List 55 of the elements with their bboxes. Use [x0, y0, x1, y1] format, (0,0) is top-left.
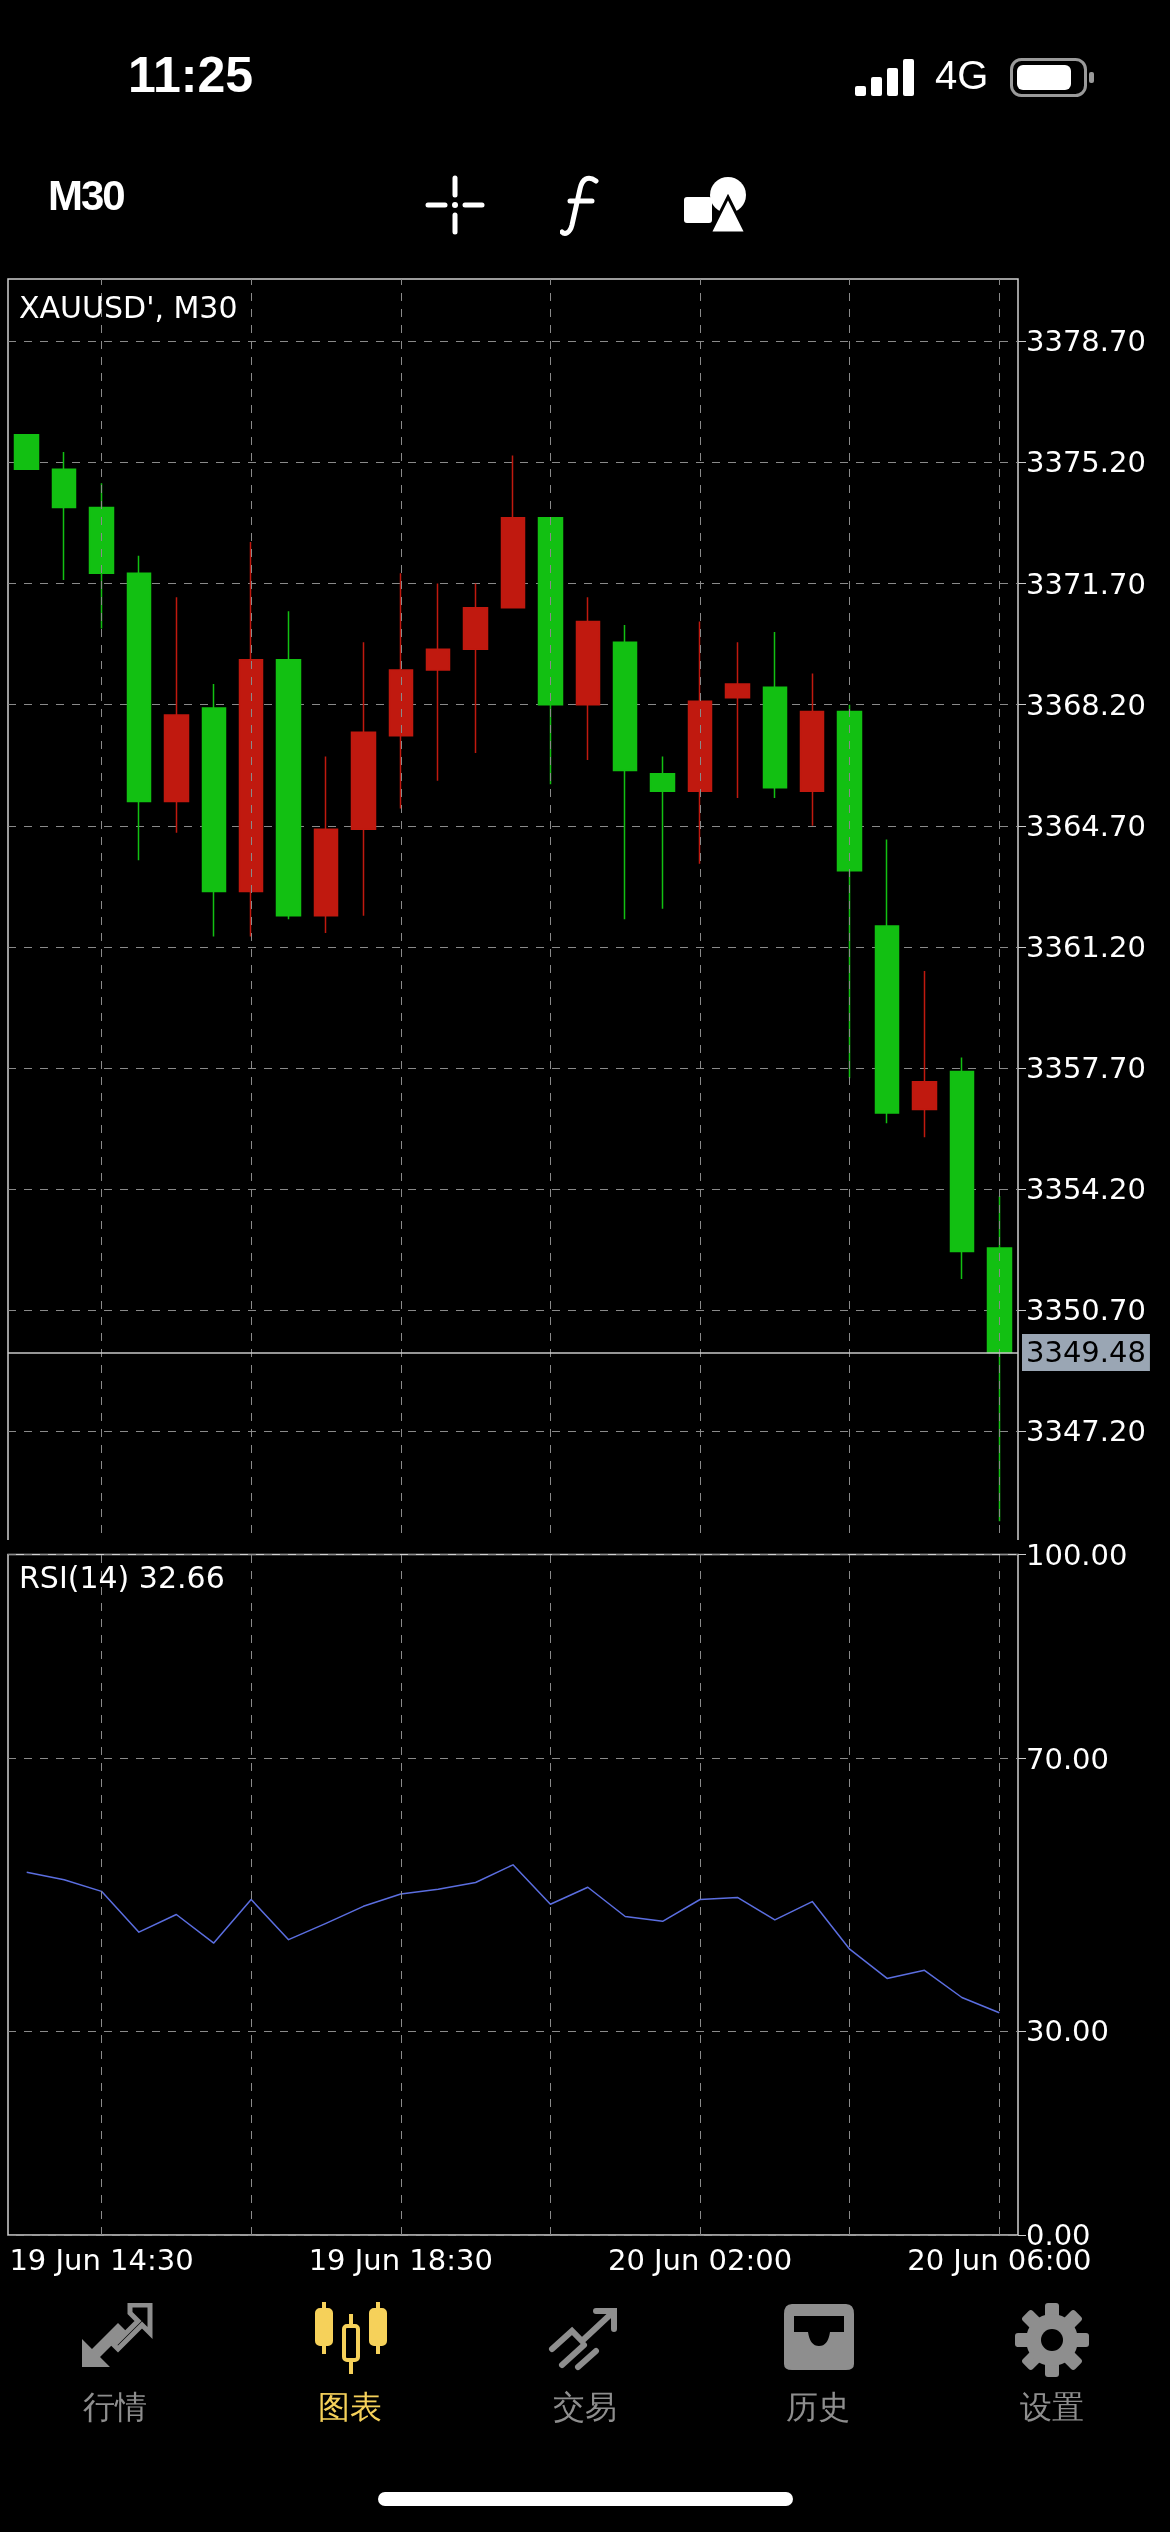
chart-title: XAUUSD', M30	[19, 289, 238, 325]
y-tick-label: 3378.70	[1026, 324, 1146, 359]
text: 设置	[1019, 2387, 1085, 2428]
y-tick-label: 3354.20	[1026, 1172, 1146, 1207]
candlestick	[238, 541, 264, 938]
candlestick	[612, 624, 638, 920]
candlestick	[13, 433, 40, 471]
candlestick	[500, 454, 526, 609]
candlestick	[126, 555, 152, 862]
candlestick	[51, 451, 77, 581]
y-tick-label: 3350.70	[1026, 1293, 1146, 1328]
candlestick	[874, 838, 900, 1125]
candlestick	[836, 703, 863, 1080]
y-tick-label: 100.00	[1026, 1537, 1128, 1572]
candlestick	[350, 641, 377, 917]
candlestick	[313, 755, 339, 934]
candlestick	[949, 1056, 975, 1280]
candlestick	[911, 970, 938, 1138]
candlestick	[799, 672, 825, 827]
x-tick-label: 20 Jun 02:00	[607, 2242, 793, 2277]
text: 历史	[785, 2387, 851, 2428]
candlestick	[88, 482, 115, 630]
candlestick	[425, 582, 451, 782]
y-tick-label: 3371.70	[1026, 566, 1146, 601]
ref-line-label: 3349.48	[1026, 1335, 1146, 1370]
text: 图表	[317, 2387, 383, 2428]
text: 交易	[552, 2387, 618, 2428]
candlestick	[462, 582, 489, 754]
y-tick-label: 3361.20	[1026, 929, 1146, 964]
y-tick-label: 30.00	[1026, 2013, 1110, 2048]
candlestick	[275, 610, 302, 920]
candlestick	[575, 596, 601, 761]
text: 4G	[935, 53, 989, 98]
candlestick	[537, 517, 564, 785]
x-tick-label: 19 Jun 14:30	[9, 2242, 194, 2277]
candlestick	[388, 572, 414, 810]
y-tick-label: 3368.20	[1026, 687, 1146, 722]
text: M30	[48, 172, 124, 220]
text: 行情	[82, 2387, 148, 2428]
candlestick	[687, 620, 713, 865]
candlestick	[724, 641, 751, 799]
text: 11:25	[128, 46, 254, 104]
y-tick-label: 3364.70	[1026, 808, 1146, 843]
candlestick	[163, 596, 190, 834]
candlestick	[986, 1195, 1013, 1523]
y-tick-label: 3375.20	[1026, 445, 1146, 480]
y-tick-label: 3347.20	[1026, 1414, 1146, 1449]
candlestick	[201, 683, 227, 938]
candlestick	[762, 631, 788, 799]
candlestick	[649, 755, 676, 910]
y-tick-label: 70.00	[1026, 1741, 1110, 1776]
line-series	[25, 1864, 1001, 2014]
x-tick-label: 19 Jun 18:30	[308, 2242, 493, 2277]
chart-title: RSI(14) 32.66	[19, 1559, 225, 1595]
y-tick-label: 3357.70	[1026, 1050, 1146, 1085]
